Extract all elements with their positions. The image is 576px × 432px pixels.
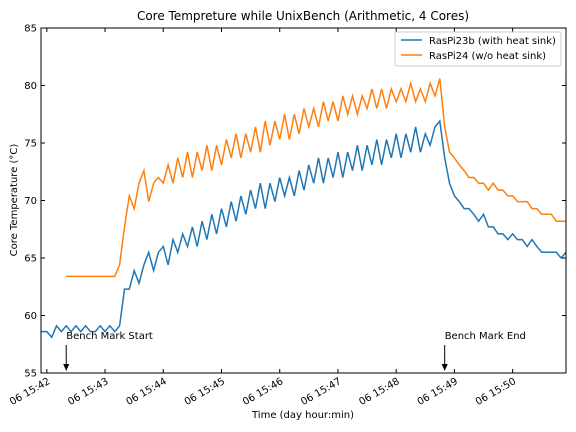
legend: RasPi23b (with heat sink) RasPi24 (w/o h… [394, 31, 562, 67]
x-tick-label: 06 15:49 [416, 376, 460, 408]
x-tick-label: 06 15:42 [8, 376, 52, 408]
y-tick-label: 75 [24, 139, 37, 150]
x-tick-label: 06 15:47 [299, 376, 343, 408]
y-tick-label: 85 [24, 24, 37, 35]
series-line-0 [41, 119, 567, 339]
annotation-layer: Bench Mark Start Bench Mark End [63, 331, 526, 371]
y-axis-label: Core Temperature (°C) [9, 144, 20, 257]
legend-box [394, 31, 562, 67]
legend-label-raspi23b: RasPi23b (with heat sink) [429, 36, 556, 47]
x-tick-label: 06 15:44 [125, 376, 169, 408]
x-tick-label: 06 15:45 [183, 376, 227, 408]
series-layer [41, 78, 567, 339]
x-tick-label: 06 15:43 [66, 376, 110, 408]
y-tick-label: 80 [24, 81, 37, 92]
y-tick-label: 55 [24, 369, 37, 380]
x-tick-label: 06 15:48 [357, 376, 401, 408]
annotation-arrowhead-0 [63, 364, 70, 371]
y-tick-label: 60 [24, 311, 37, 322]
annotation-arrowhead-1 [441, 364, 448, 371]
x-tick-label: 06 15:46 [241, 376, 285, 408]
y-tick-label: 65 [24, 254, 37, 265]
x-tick-label: 06 15:50 [474, 376, 518, 408]
legend-label-raspi24: RasPi24 (w/o heat sink) [429, 51, 546, 62]
series-line-1 [66, 78, 566, 278]
annotation-label-1: Bench Mark End [445, 331, 526, 342]
y-axis-ticks: 55 60 65 70 75 80 85 [24, 24, 566, 380]
chart-title: Core Tempreture while UnixBench (Arithme… [137, 9, 469, 23]
x-axis-label: Time (day hour:min) [251, 410, 354, 421]
y-tick-label: 70 [24, 196, 37, 207]
annotation-label-0: Bench Mark Start [66, 331, 153, 342]
